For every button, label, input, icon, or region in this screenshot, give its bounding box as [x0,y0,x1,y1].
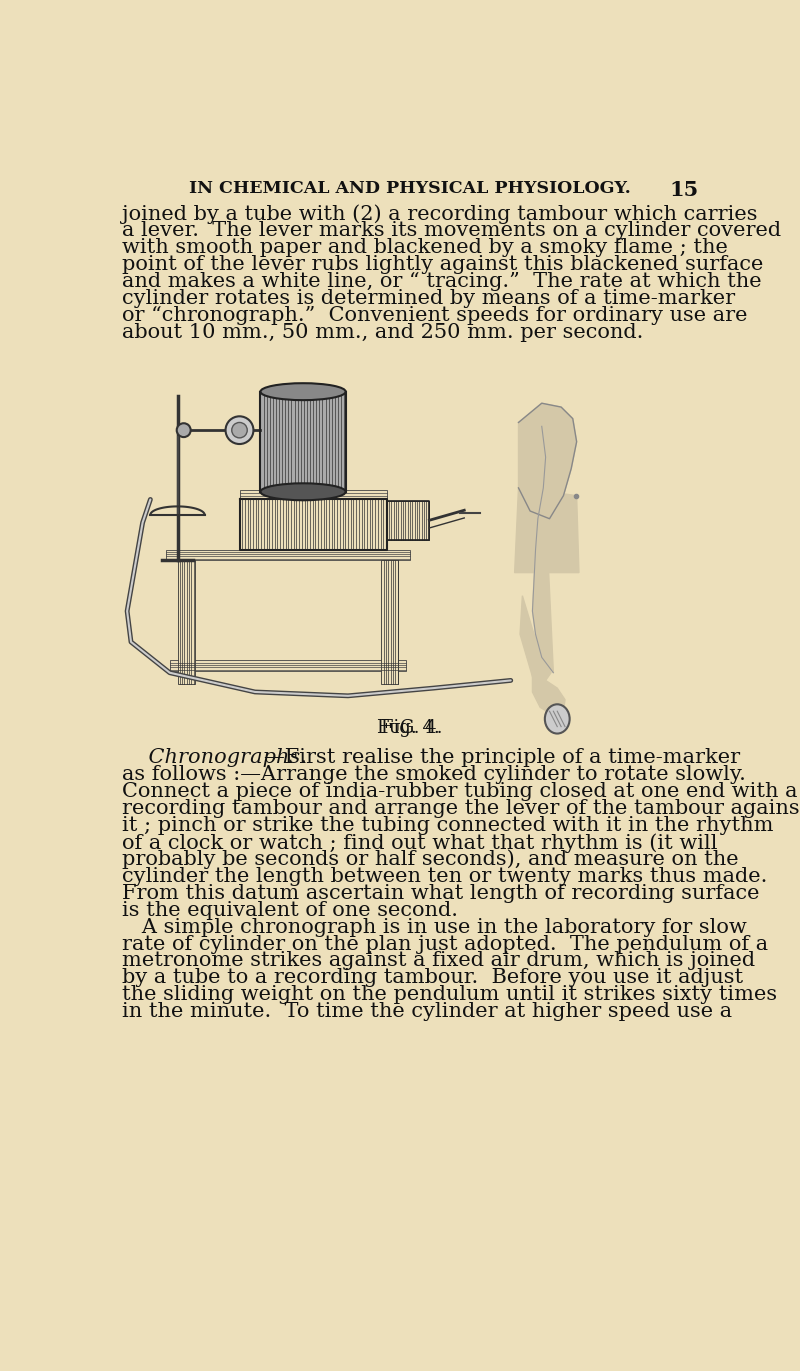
Text: about 10 mm., 50 mm., and 250 mm. per second.: about 10 mm., 50 mm., and 250 mm. per se… [122,324,643,343]
Text: 15: 15 [669,180,698,200]
Text: in the minute.  To time the cylinder at higher speed use a: in the minute. To time the cylinder at h… [122,1002,732,1021]
Text: with smooth paper and blackened by a smoky flame ; the: with smooth paper and blackened by a smo… [122,239,727,258]
Text: joined by a tube with (2) a recording tambour which carries: joined by a tube with (2) a recording ta… [122,204,758,225]
Text: a lever.  The lever marks its movements on a cylinder covered: a lever. The lever marks its movements o… [122,222,781,240]
Text: is the equivalent of one second.: is the equivalent of one second. [122,901,458,920]
Text: cylinder rotates is determined by means of a time-marker: cylinder rotates is determined by means … [122,289,735,308]
Text: cylinder the length between ten or twenty marks thus made.: cylinder the length between ten or twent… [122,866,767,886]
Polygon shape [533,426,554,673]
Bar [178,561,194,684]
Text: it ; pinch or strike the tubing connected with it in the rhythm: it ; pinch or strike the tubing connecte… [122,816,773,835]
Text: FᴜG. 4.: FᴜG. 4. [378,718,442,738]
Ellipse shape [261,384,346,400]
Text: Connect a piece of india-rubber tubing closed at one end with a: Connect a piece of india-rubber tubing c… [122,781,797,801]
Bar [170,661,406,672]
Text: IN CHEMICAL AND PHYSICAL PHYSIOLOGY.: IN CHEMICAL AND PHYSICAL PHYSIOLOGY. [189,180,631,197]
Text: Fig. 4.: Fig. 4. [381,718,439,738]
Text: as follows :—Arrange the smoked cylinder to rotate slowly.: as follows :—Arrange the smoked cylinder… [122,765,746,784]
Ellipse shape [261,484,346,500]
Ellipse shape [226,417,254,444]
Text: Chronographs.: Chronographs. [122,749,306,768]
Text: probably be seconds or half seconds), and measure on the: probably be seconds or half seconds), an… [122,850,738,869]
Text: rate of cylinder on the plan just adopted.  The pendulum of a: rate of cylinder on the plan just adopte… [122,935,768,953]
Text: and makes a white line, or “ tracing.”  The rate at which the: and makes a white line, or “ tracing.” T… [122,273,762,292]
Circle shape [177,424,190,437]
Ellipse shape [545,705,570,733]
Bar [261,392,346,492]
Text: or “chronograph.”  Convenient speeds for ordinary use are: or “chronograph.” Convenient speeds for … [122,306,747,325]
Bar [382,561,398,684]
Text: A simple chronograph is in use in the laboratory for slow: A simple chronograph is in use in the la… [122,917,746,936]
Text: by a tube to a recording tambour.  Before you use it adjust: by a tube to a recording tambour. Before… [122,968,743,987]
Text: metronome strikes against a fixed air drum, which is joined: metronome strikes against a fixed air dr… [122,951,755,971]
Bar [386,500,430,540]
Text: the sliding weight on the pendulum until it strikes sixty times: the sliding weight on the pendulum until… [122,986,777,1005]
Circle shape [232,422,247,437]
Text: From this datum ascertain what length of recording surface: From this datum ascertain what length of… [122,884,759,902]
Text: recording tambour and arrange the lever of the tambour against: recording tambour and arrange the lever … [122,799,800,818]
Text: —First realise the principle of a time-marker: —First realise the principle of a time-m… [265,749,741,768]
Bar [239,499,386,550]
Polygon shape [518,403,577,518]
Text: of a clock or watch ; find out what that rhythm is (it will: of a clock or watch ; find out what that… [122,832,718,853]
Polygon shape [533,669,565,716]
Bar [166,550,410,561]
Bar [239,491,386,499]
Polygon shape [520,596,551,680]
Polygon shape [514,488,579,573]
Text: point of the lever rubs lightly against this blackened surface: point of the lever rubs lightly against … [122,255,763,274]
